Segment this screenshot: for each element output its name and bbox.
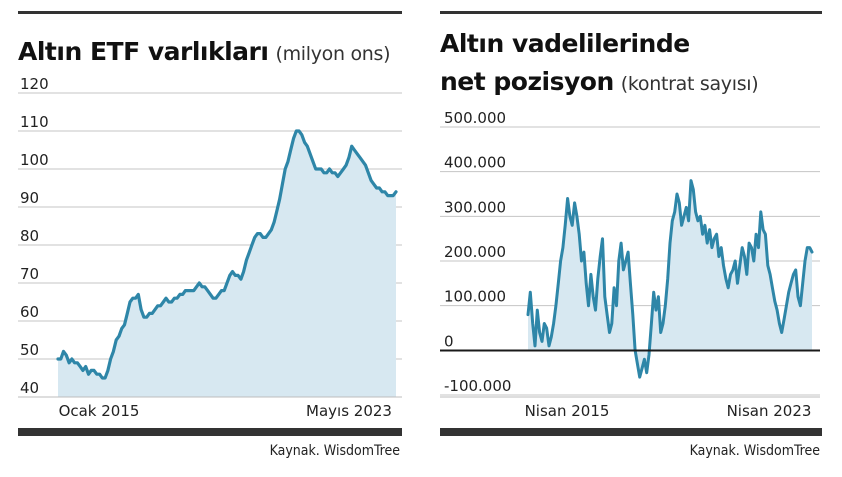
left-y-tick-label: 80	[20, 227, 39, 245]
chart-right: Altın vadelilerinde net pozisyon (kontrat…	[440, 11, 822, 459]
chart-left-x-tick-start: Ocak 2015	[59, 402, 140, 420]
left-y-tick-label: 110	[20, 113, 49, 131]
chart-left-area-fill	[58, 131, 396, 397]
chart-right-x-tick-start: Nisan 2015	[525, 402, 610, 420]
chart-right-title-main: net pozisyon	[440, 67, 614, 96]
chart-left-y-ticks: 120 110 100 90 80 70 60 50 40	[20, 75, 49, 397]
right-y-tick-label: -100.000	[444, 377, 511, 395]
top-rule-right	[440, 11, 822, 14]
top-rule-left	[18, 11, 402, 14]
right-y-tick-label: 400.000	[444, 154, 506, 172]
chart-right-title-line2: net pozisyon (kontrat sayısı)	[440, 67, 758, 96]
chart-right-title-line1: Altın vadelilerinde	[440, 29, 690, 58]
right-y-tick-label: 500.000	[444, 109, 506, 127]
chart-left: Altın ETF varlıkları (milyon ons) 1201101…	[18, 11, 402, 459]
chart-left-title-unit: (milyon ons)	[275, 43, 390, 65]
chart-left-title-main: Altın ETF varlıkları	[18, 37, 268, 66]
right-y-tick-label: 100.000	[444, 288, 506, 306]
right-y-tick-label: 300.000	[444, 198, 506, 216]
bottom-rule-left	[18, 428, 402, 436]
chart-right-x-tick-end: Nisan 2023	[727, 402, 812, 420]
left-y-tick-label: 50	[20, 341, 39, 359]
chart-right-series-line	[526, 179, 814, 379]
right-y-tick-label: 0	[444, 332, 454, 350]
chart-left-series-line	[56, 129, 398, 380]
left-y-tick-label: 40	[20, 379, 39, 397]
chart-right-source: Kaynak. WisdomTree	[690, 443, 821, 459]
chart-right-y-ticks: 500.000 400.000 300.000 200.000 100.000 0 -100…	[444, 109, 511, 395]
bottom-rule-right	[440, 428, 822, 436]
chart-left-source: Kaynak. WisdomTree	[270, 443, 401, 459]
right-y-tick-label: 200.000	[444, 243, 506, 261]
left-y-tick-label: 90	[20, 189, 39, 207]
chart-right-area-fill	[528, 180, 812, 378]
chart-left-x-tick-end: Mayıs 2023	[306, 402, 392, 420]
left-y-tick-label: 60	[20, 303, 39, 321]
left-y-tick-label: 100	[20, 151, 49, 169]
chart-right-title-unit: (kontrat sayısı)	[621, 73, 759, 95]
left-y-tick-label: 120	[20, 75, 49, 93]
left-y-tick-label: 70	[20, 265, 39, 283]
chart-left-title: Altın ETF varlıkları (milyon ons)	[18, 37, 390, 66]
